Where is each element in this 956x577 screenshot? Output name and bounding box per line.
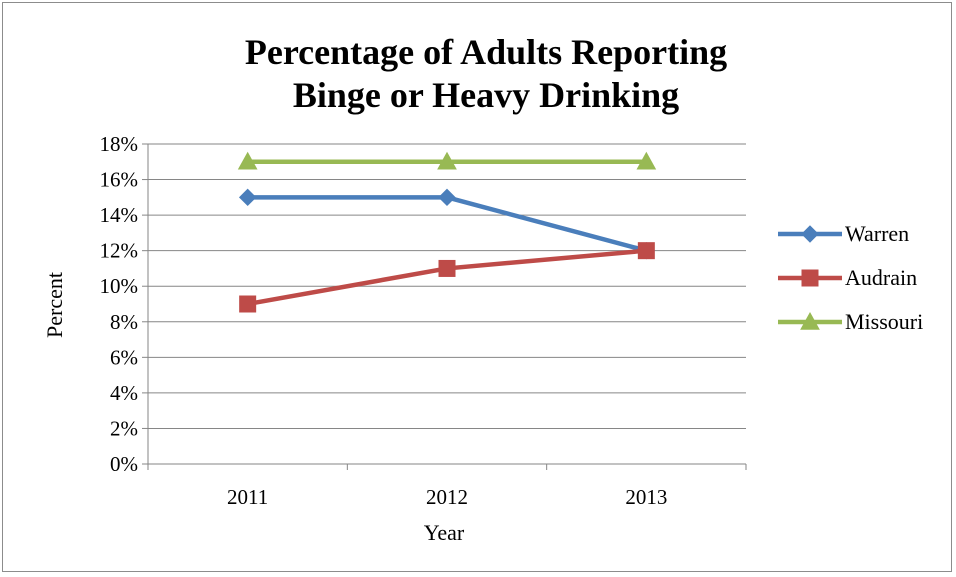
x-tick-label: 2011 xyxy=(227,485,268,509)
data-point-warren xyxy=(438,188,456,207)
legend-swatch-marker xyxy=(801,269,819,287)
legend-label: Audrain xyxy=(845,265,917,290)
data-point-missouri xyxy=(237,151,258,170)
legend-item-warren: Warren xyxy=(778,221,909,246)
y-tick-label: 8% xyxy=(110,310,138,334)
chart-title-line-1: Percentage of Adults Reporting xyxy=(245,32,727,72)
x-tick-label: 2012 xyxy=(426,485,468,509)
legend-label: Missouri xyxy=(845,309,923,334)
y-axis-title: Percent xyxy=(42,272,67,338)
y-tick-label: 16% xyxy=(100,168,139,192)
x-tick-labels: 2011 2012 2013 xyxy=(227,485,667,509)
y-tick-labels: 0% 2% 4% 6% 8% 10% 12% 14% 16% 18% xyxy=(100,132,139,476)
series-line-audrain xyxy=(245,248,649,307)
series-audrain xyxy=(239,242,655,313)
x-axis-title: Year xyxy=(424,520,465,545)
y-tick-label: 14% xyxy=(100,203,139,227)
legend-label: Warren xyxy=(845,221,909,246)
legend-swatch-marker xyxy=(800,311,820,330)
y-tick-label: 4% xyxy=(110,381,138,405)
gridlines xyxy=(148,143,746,429)
data-point-audrain xyxy=(637,242,655,260)
data-point-missouri xyxy=(437,151,457,170)
chart-title: Percentage of Adults Reporting Binge or … xyxy=(245,32,727,115)
y-tick-label: 6% xyxy=(110,345,138,369)
legend-item-audrain: Audrain xyxy=(778,265,917,290)
x-tick-label: 2013 xyxy=(625,485,667,509)
legend-item-missouri: Missouri xyxy=(778,309,923,334)
data-point-warren xyxy=(238,188,257,207)
series-missouri xyxy=(237,151,657,170)
y-tick-label: 10% xyxy=(100,274,139,298)
y-tick-label: 0% xyxy=(110,452,138,476)
y-tick-label: 18% xyxy=(100,132,139,156)
y-tick-label: 2% xyxy=(110,416,138,440)
data-point-audrain xyxy=(239,295,257,313)
series-warren xyxy=(238,188,656,260)
series xyxy=(237,151,657,313)
legend: Warren Audrain Missouri xyxy=(778,221,923,334)
y-tick-label: 12% xyxy=(100,239,139,263)
chart-title-line-2: Binge or Heavy Drinking xyxy=(293,75,679,115)
data-point-missouri xyxy=(636,151,657,170)
axes xyxy=(142,143,747,470)
legend-swatch-marker xyxy=(801,225,819,243)
data-point-audrain xyxy=(438,259,456,277)
